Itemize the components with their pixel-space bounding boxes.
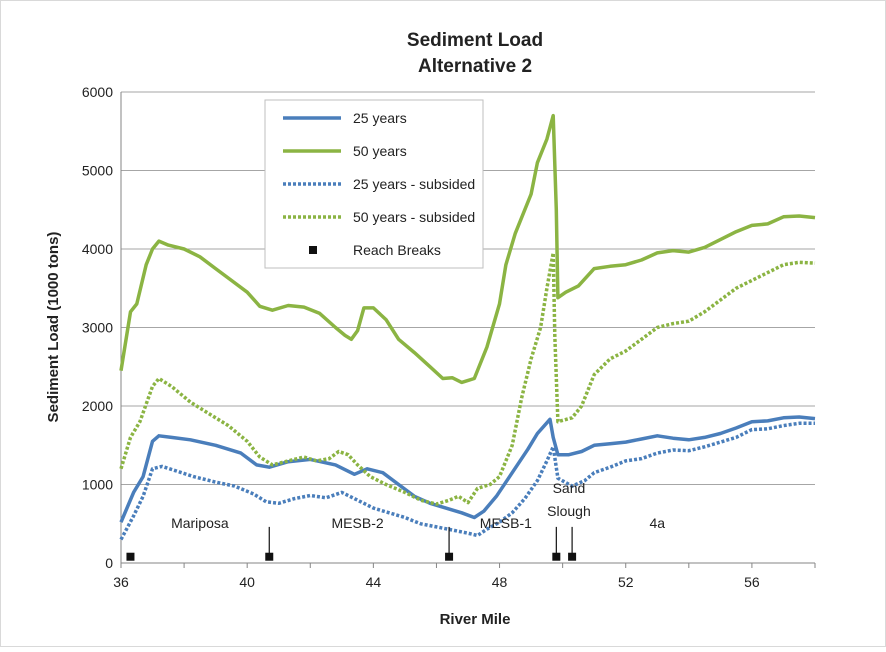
series-line-2	[119, 421, 815, 541]
x-tick-label: 36	[113, 574, 129, 590]
y-axis-title: Sediment Load (1000 tons)	[45, 232, 62, 423]
reach-label: MESB-2	[332, 515, 384, 531]
x-tick-label: 52	[618, 574, 634, 590]
chart-subtitle: Alternative 2	[418, 56, 532, 77]
y-tick-label: 6000	[82, 84, 113, 100]
legend-label: 25 years - subsided	[353, 176, 475, 192]
y-tick-label: 5000	[82, 163, 113, 179]
reach-annotations: Mariposa MESB-2 MESB-1 Sand Slough 4a	[171, 480, 665, 557]
x-tick-label: 48	[492, 574, 508, 590]
x-tick-label: 44	[366, 574, 382, 590]
series-line-0	[119, 415, 816, 523]
chart-title: Sediment Load	[407, 30, 543, 51]
series-line-1	[119, 113, 816, 385]
reach-label: 4a	[649, 515, 665, 531]
legend: 25 years 50 years 25 years - subsided 50 ye…	[264, 99, 484, 269]
axes: 0 1000 2000 3000 4000 5000 6000 36 40 44 48 52 56	[82, 84, 816, 590]
x-axis-title: River Mile	[440, 611, 511, 628]
legend-label: 25 years	[353, 110, 407, 126]
reach-break-marker	[126, 552, 135, 561]
y-tick-label: 3000	[82, 320, 113, 336]
series-line-3	[119, 251, 816, 506]
y-tick-label: 0	[105, 555, 113, 571]
legend-label: 50 years	[353, 143, 407, 159]
reach-label: Sand	[553, 480, 586, 496]
legend-label: 50 years - subsided	[353, 209, 475, 225]
y-tick-label: 4000	[82, 241, 113, 257]
reach-label: MESB-1	[480, 515, 532, 531]
x-tick-label: 40	[239, 574, 255, 590]
legend-box	[264, 99, 484, 269]
y-tick-label: 2000	[82, 398, 113, 414]
legend-label: Reach Breaks	[353, 242, 441, 258]
legend-swatch	[309, 246, 317, 254]
reach-label: Mariposa	[171, 515, 229, 531]
y-tick-label: 1000	[82, 477, 113, 493]
x-tick-label: 56	[744, 574, 760, 590]
reach-label: Slough	[547, 503, 591, 519]
